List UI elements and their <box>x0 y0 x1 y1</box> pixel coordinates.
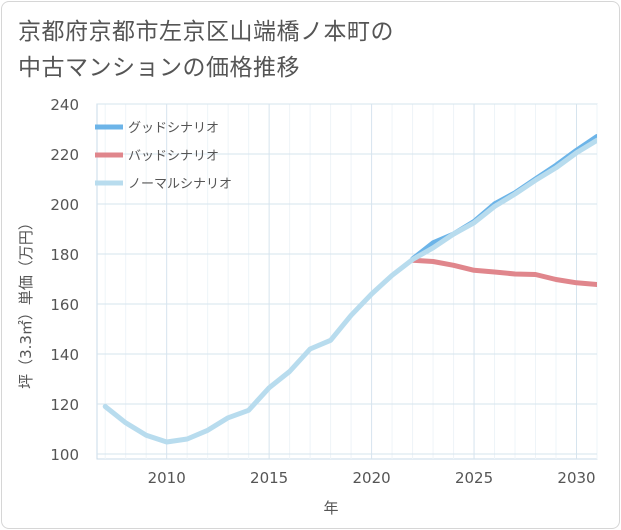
x-tick-labels: 2010 2015 2020 2025 2030 <box>148 469 596 487</box>
y-tick-label: 120 <box>50 396 79 414</box>
x-tick-label: 2025 <box>455 469 493 487</box>
y-tick-labels: 100 120 140 160 180 200 220 240 <box>50 96 79 464</box>
y-tick-label: 180 <box>50 246 79 264</box>
y-tick-label: 200 <box>50 196 79 214</box>
y-tick-label: 100 <box>50 446 79 464</box>
y-tick-label: 160 <box>50 296 79 314</box>
chart-title-line-1: 京都府京都市左京区山端橋ノ本町の <box>18 19 394 45</box>
grid-lines <box>96 103 598 460</box>
series-line-normal-scenario <box>102 137 597 445</box>
x-tick-label: 2010 <box>148 469 186 487</box>
legend-label-good-scenario: グッドシナリオ <box>128 121 219 136</box>
series-lines <box>102 134 597 445</box>
series-line-bad-scenario <box>410 257 597 287</box>
x-axis-label: 年 <box>323 499 338 517</box>
y-tick-label: 220 <box>50 146 79 164</box>
chart-title: 京都府京都市左京区山端橋ノ本町の 中古マンションの価格推移 <box>18 14 578 86</box>
y-tick-label: 240 <box>50 96 79 114</box>
y-axis-label: 坪（3.3㎡）単価（万円） <box>17 215 35 389</box>
legend-label-normal-scenario: ノーマルシナリオ <box>128 177 232 192</box>
x-tick-label: 2015 <box>250 469 288 487</box>
y-tick-label: 140 <box>50 346 79 364</box>
legend-label-bad-scenario: バッドシナリオ <box>128 149 219 164</box>
chart-title-line-2: 中古マンションの価格推移 <box>18 55 300 81</box>
x-tick-label: 2030 <box>557 469 595 487</box>
x-tick-label: 2020 <box>352 469 390 487</box>
